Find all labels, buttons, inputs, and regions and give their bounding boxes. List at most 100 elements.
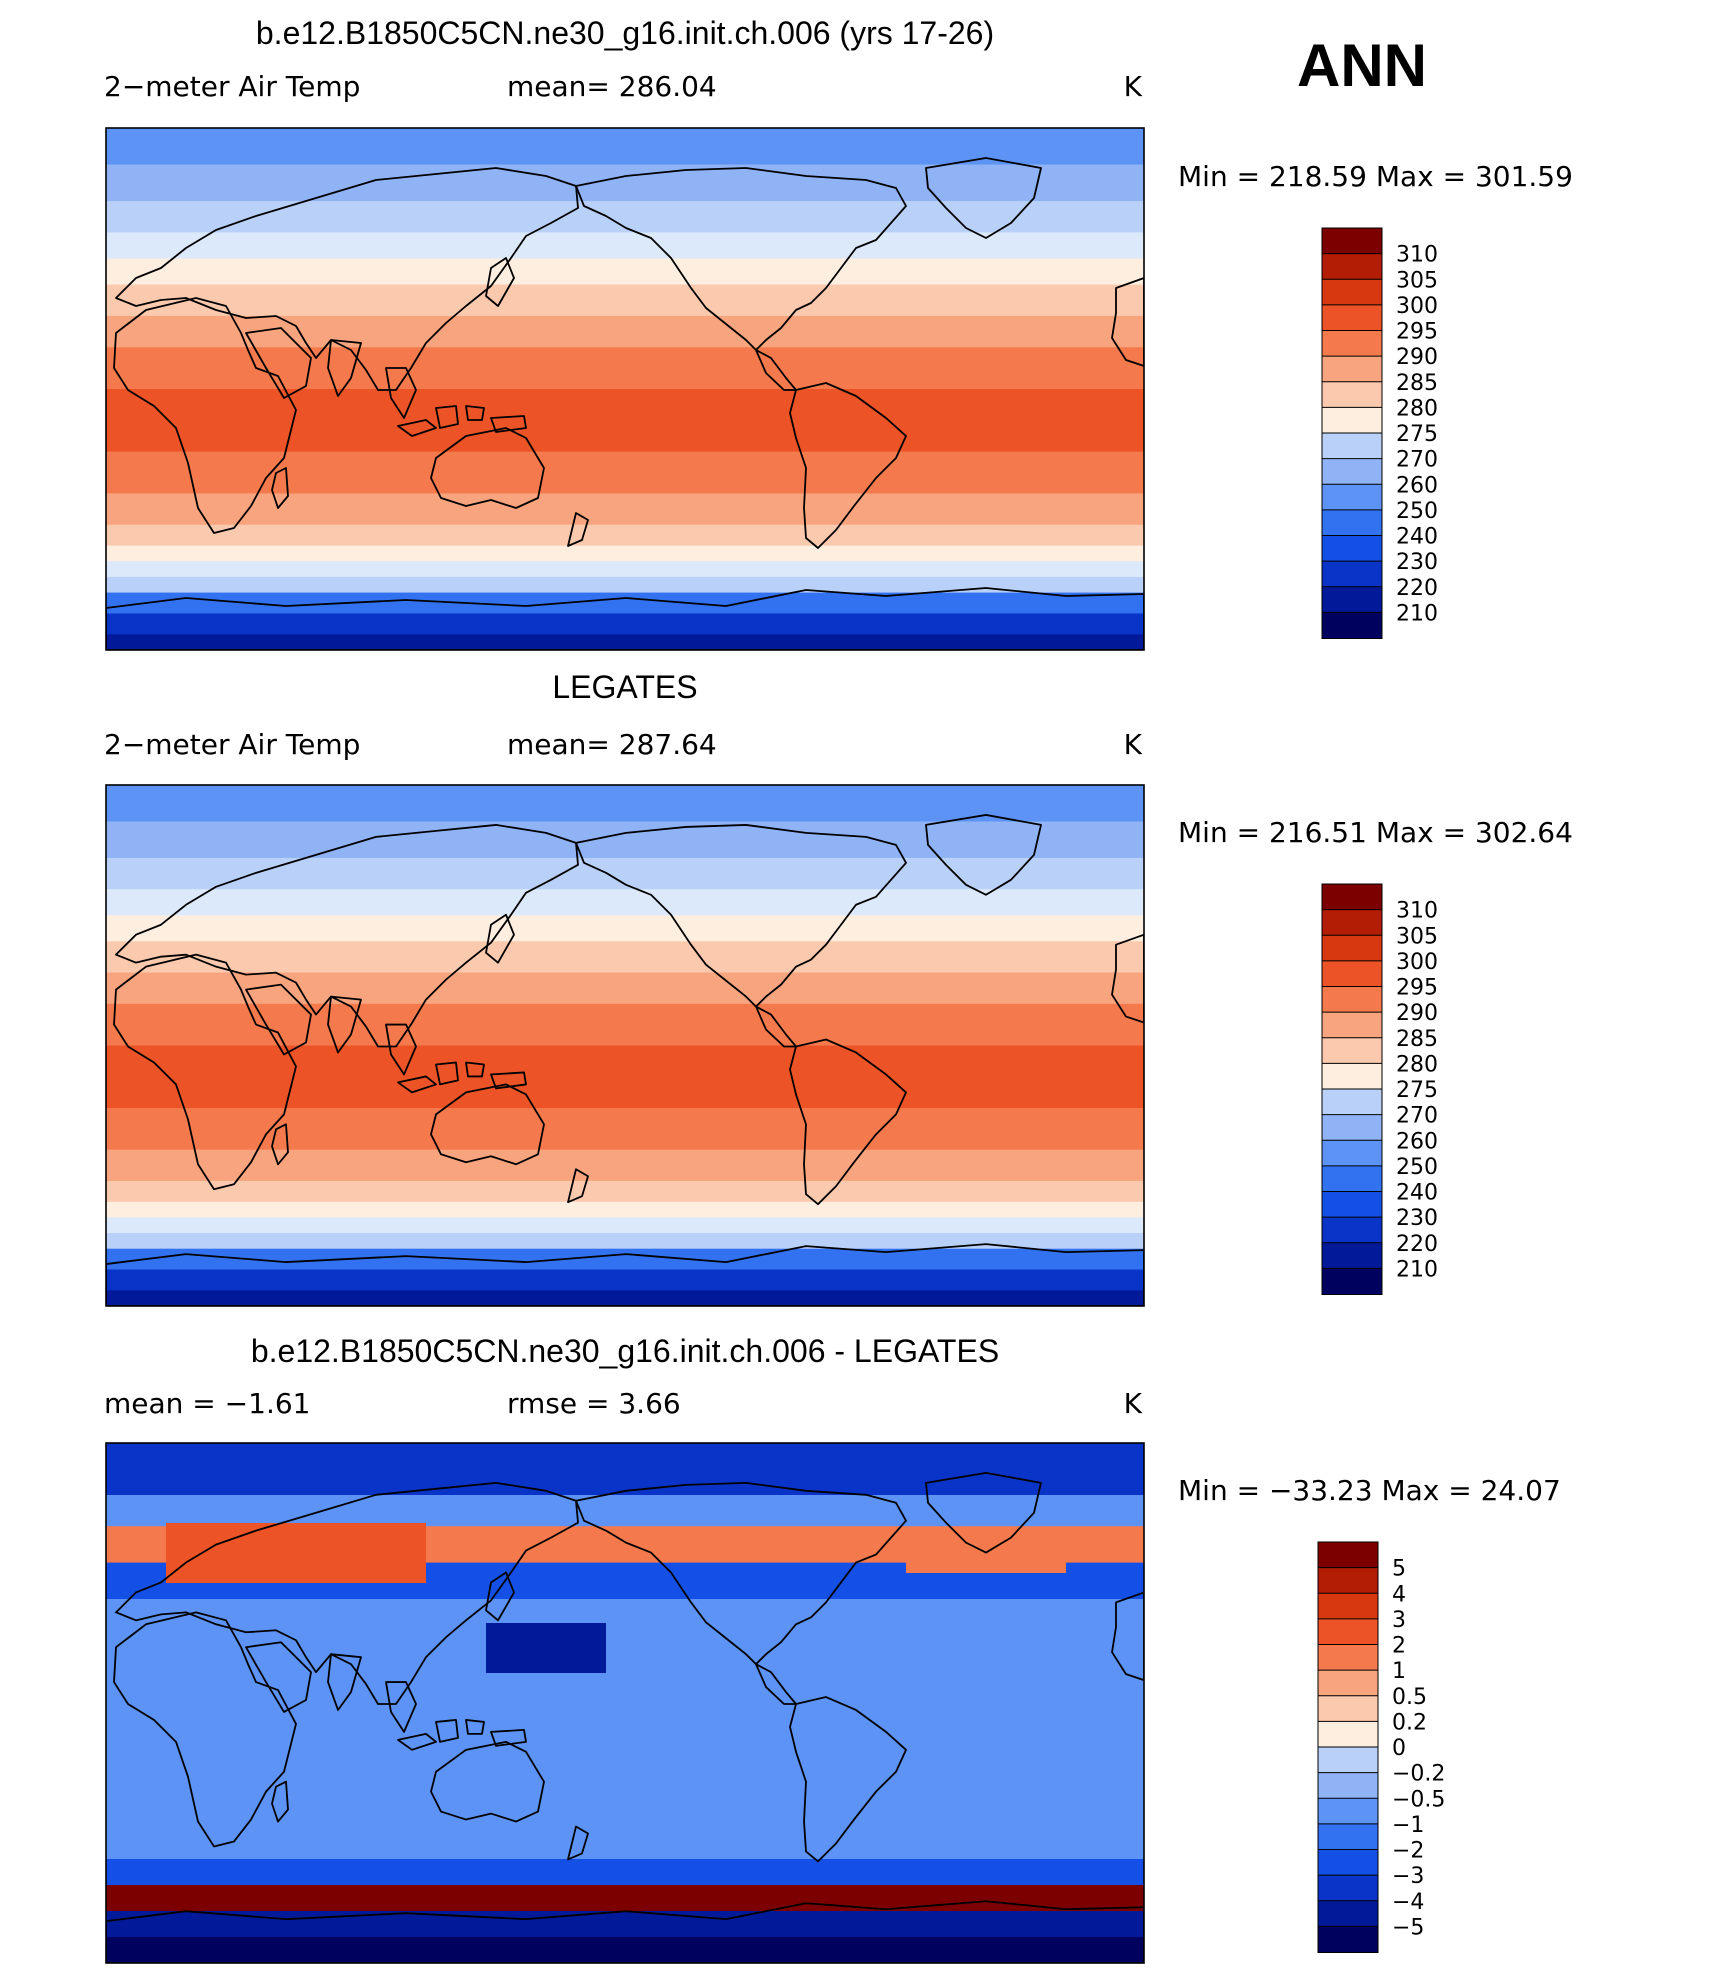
contour-band xyxy=(106,164,1144,203)
contour-band xyxy=(106,1003,1144,1047)
contour-band xyxy=(106,1807,1144,1860)
colorbar-box xyxy=(1321,960,1383,988)
colorbar-tick-label: 2 xyxy=(1392,1634,1406,1659)
contour-band xyxy=(106,634,1144,650)
colorbar-box xyxy=(1321,330,1383,358)
contour-band xyxy=(106,232,1144,260)
contour-band xyxy=(106,561,1144,578)
colorbar-tick-label: −5 xyxy=(1392,1915,1424,1940)
contour-band xyxy=(106,389,1144,453)
colorbar-box xyxy=(1321,1011,1383,1039)
colorbar-box xyxy=(1321,381,1383,409)
contour-band xyxy=(106,1248,1144,1271)
colorbar-tick-label: 310 xyxy=(1396,899,1438,924)
colorbar-box xyxy=(1317,1849,1379,1877)
colorbar-box xyxy=(1321,1216,1383,1244)
colorbar-box xyxy=(1321,1088,1383,1116)
colorbar-tick-label: 0.5 xyxy=(1392,1685,1427,1710)
colorbar-box xyxy=(1321,278,1383,306)
colorbar: 3103053002952902852802752702602502402302… xyxy=(1321,883,1438,1295)
colorbar-box xyxy=(1317,1695,1379,1723)
contour-band xyxy=(106,128,1144,166)
colorbar-tick-label: 285 xyxy=(1396,371,1438,396)
contour-band xyxy=(106,1269,1144,1292)
colorbar-box xyxy=(1321,406,1383,434)
map-frame xyxy=(105,1442,1145,1964)
min-max-label: Min = 216.51 Max = 302.64 xyxy=(1178,816,1573,849)
colorbar-tick-label: −1 xyxy=(1392,1813,1424,1838)
colorbar-box xyxy=(1321,1139,1383,1167)
colorbar-box xyxy=(1321,934,1383,962)
contour-band xyxy=(106,821,1144,859)
colorbar-box xyxy=(1317,1720,1379,1748)
map-frame xyxy=(105,784,1145,1307)
contour-band xyxy=(106,1495,1144,1528)
colorbar-tick-label: 250 xyxy=(1396,499,1438,524)
contour-band xyxy=(106,451,1144,495)
colorbar-tick-label: 280 xyxy=(1396,396,1438,421)
colorbar-tick-label: 230 xyxy=(1396,550,1438,575)
panel-model: b.e12.B1850C5CN.ne30_g16.init.ch.006 (yr… xyxy=(104,15,1573,651)
colorbar-tick-label: 220 xyxy=(1396,1232,1438,1257)
contour-band xyxy=(106,1149,1144,1182)
colorbar-tick-label: −3 xyxy=(1392,1864,1424,1889)
colorbar-box xyxy=(1321,986,1383,1014)
contour-band xyxy=(106,284,1144,317)
colorbar-tick-label: 0.2 xyxy=(1392,1710,1427,1735)
panel-center-label: rmse = 3.66 xyxy=(507,1387,681,1420)
colorbar-tick-label: 280 xyxy=(1396,1052,1438,1077)
colorbar-box xyxy=(1321,909,1383,937)
colorbar-tick-label: 310 xyxy=(1396,243,1438,268)
colorbar-box xyxy=(1317,1900,1379,1928)
colorbar-box xyxy=(1317,1669,1379,1697)
contour-band xyxy=(106,1885,1144,1912)
contour-band xyxy=(106,1108,1144,1151)
map-frame xyxy=(105,127,1145,651)
panel-title: LEGATES xyxy=(552,669,697,705)
colorbar-box xyxy=(1317,1823,1379,1851)
panel-left-label: 2−meter Air Temp xyxy=(104,728,360,761)
colorbar-box xyxy=(1317,1925,1379,1953)
map-field xyxy=(106,785,1144,1306)
panel-obs: LEGATES 2−meter Air Temp mean= 287.64 K Min … xyxy=(104,669,1573,1307)
min-max-label: Min = −33.23 Max = 24.07 xyxy=(1178,1474,1561,1507)
contour-band xyxy=(106,1911,1144,1938)
contour-band xyxy=(106,785,1144,823)
contour-band xyxy=(106,592,1144,615)
colorbar-box xyxy=(1317,1644,1379,1672)
colorbar-box xyxy=(1321,586,1383,614)
colorbar-tick-label: 295 xyxy=(1396,976,1438,1001)
colorbar-tick-label: 300 xyxy=(1396,950,1438,975)
contour-band xyxy=(106,1201,1144,1219)
colorbar-box xyxy=(1321,483,1383,511)
contour-band xyxy=(106,1937,1144,1963)
colorbar-box xyxy=(1321,1165,1383,1193)
colorbar-tick-label: 275 xyxy=(1396,1078,1438,1103)
season-title: ANN xyxy=(1297,32,1427,99)
colorbar-tick-label: 305 xyxy=(1396,924,1438,949)
min-max-label: Min = 218.59 Max = 301.59 xyxy=(1178,160,1573,193)
panel-left-label: 2−meter Air Temp xyxy=(104,70,360,103)
map-field xyxy=(106,1443,1144,1963)
contour-band xyxy=(106,972,1144,1005)
colorbar-tick-label: 0 xyxy=(1392,1736,1406,1761)
panel-units: K xyxy=(1124,1387,1143,1420)
colorbar-tick-label: 260 xyxy=(1396,473,1438,498)
colorbar-box xyxy=(1321,509,1383,537)
colorbar-tick-label: −2 xyxy=(1392,1839,1424,1864)
panels: b.e12.B1850C5CN.ne30_g16.init.ch.006 (yr… xyxy=(104,15,1573,1964)
contour-band xyxy=(106,857,1144,891)
contour-band xyxy=(106,258,1144,286)
colorbar-box xyxy=(1321,1242,1383,1270)
contour-band xyxy=(106,545,1144,563)
colorbar-box xyxy=(1321,1037,1383,1065)
colorbar-tick-label: 230 xyxy=(1396,1206,1438,1231)
colorbar-box xyxy=(1321,432,1383,460)
contour-band xyxy=(106,1045,1144,1110)
colorbar-box xyxy=(1321,1114,1383,1142)
colorbar-tick-label: 5 xyxy=(1392,1557,1406,1582)
colorbar-box xyxy=(1317,1567,1379,1595)
contour-band xyxy=(106,1290,1144,1306)
